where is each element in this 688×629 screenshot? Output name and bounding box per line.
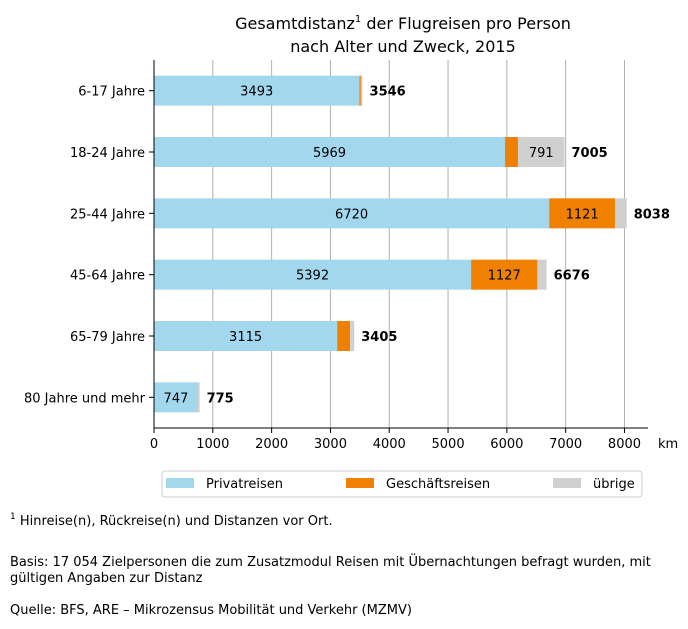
- x-axis-label: km: [658, 437, 678, 452]
- total-label: 7005: [571, 146, 607, 161]
- segment-label: 3493: [240, 85, 273, 100]
- basis-note: Basis: 17 054 Zielpersonen die zum Zusat…: [10, 555, 651, 586]
- segment-label: 791: [529, 146, 554, 161]
- total-label: 775: [207, 391, 234, 406]
- segment-label: 1121: [566, 207, 599, 222]
- total-label: 3405: [361, 330, 397, 345]
- footnote-text: Hinreise(n), Rückreise(n) und Distanzen …: [15, 514, 333, 529]
- x-tick-label: 0: [150, 437, 158, 452]
- x-tick-label: 3000: [314, 437, 347, 452]
- y-tick-label: 80 Jahre und mehr: [24, 391, 146, 406]
- bar-segment: [537, 259, 547, 290]
- chart-title-line-2: nach Alter und Zweck, 2015: [290, 37, 516, 56]
- legend-label: Privatreisen: [206, 477, 283, 492]
- y-tick-label: 25-44 Jahre: [70, 207, 145, 222]
- total-label: 6676: [554, 269, 590, 284]
- y-tick-label: 6-17 Jahre: [78, 85, 145, 100]
- total-label: 8038: [634, 207, 670, 222]
- bar-segment: [359, 75, 361, 106]
- chart: Gesamtdistanz1 der Flugreisen pro Person…: [24, 14, 678, 498]
- segment-label: 1127: [488, 269, 521, 284]
- bar-segment: [197, 382, 200, 413]
- footnote: 1 Hinreise(n), Rückreise(n) und Distanze…: [10, 512, 333, 530]
- legend-swatch: [166, 478, 194, 488]
- bar-segment: [154, 382, 198, 413]
- x-tick-label: 2000: [255, 437, 288, 452]
- x-tick-label: 6000: [490, 437, 523, 452]
- legend-box: [161, 470, 643, 498]
- chart-title-line-1: Gesamtdistanz1 der Flugreisen pro Person: [235, 14, 571, 33]
- x-tick-label: 7000: [549, 437, 582, 452]
- legend-label: Geschäftsreisen: [386, 477, 490, 492]
- legend-label: übrige: [593, 477, 635, 492]
- legend-swatch: [553, 478, 581, 488]
- bar-segment: [505, 137, 518, 167]
- bar-segment: [337, 321, 351, 351]
- footnote-marker: 1: [10, 512, 16, 522]
- x-tick-label: 4000: [373, 437, 406, 452]
- segment-label: 5392: [296, 269, 329, 284]
- segment-label: 6720: [335, 207, 368, 222]
- bar-segment: [471, 259, 538, 290]
- bar-segment: [549, 198, 616, 229]
- x-tick-label: 8000: [608, 437, 641, 452]
- plot-area: 3493 3546 6-17 Jahre 5969 791 7005 18-24 Jahre…: [24, 60, 678, 498]
- source-note: Quelle: BFS, ARE – Mikrozensus Mobilität…: [10, 603, 412, 618]
- x-tick-label: 1000: [196, 437, 229, 452]
- x-tick-label: 5000: [432, 437, 465, 452]
- bar-segment: [154, 259, 472, 290]
- bar-segment: [615, 198, 627, 229]
- legend-swatch: [346, 478, 374, 488]
- bar-segment: [154, 137, 506, 167]
- segment-label: 3115: [229, 330, 262, 345]
- y-tick-label: 18-24 Jahre: [70, 146, 145, 161]
- bar-segment: [154, 75, 360, 106]
- bar-segment: [517, 137, 565, 167]
- bar-segment: [154, 198, 550, 229]
- total-label: 3546: [370, 85, 406, 100]
- segment-label: 5969: [313, 146, 346, 161]
- bar-segment: [154, 321, 338, 351]
- y-tick-label: 65-79 Jahre: [70, 330, 145, 345]
- bar-segment: [350, 321, 355, 351]
- y-tick-label: 45-64 Jahre: [70, 269, 145, 284]
- segment-label: 747: [164, 391, 189, 406]
- bar-segment: [360, 75, 363, 106]
